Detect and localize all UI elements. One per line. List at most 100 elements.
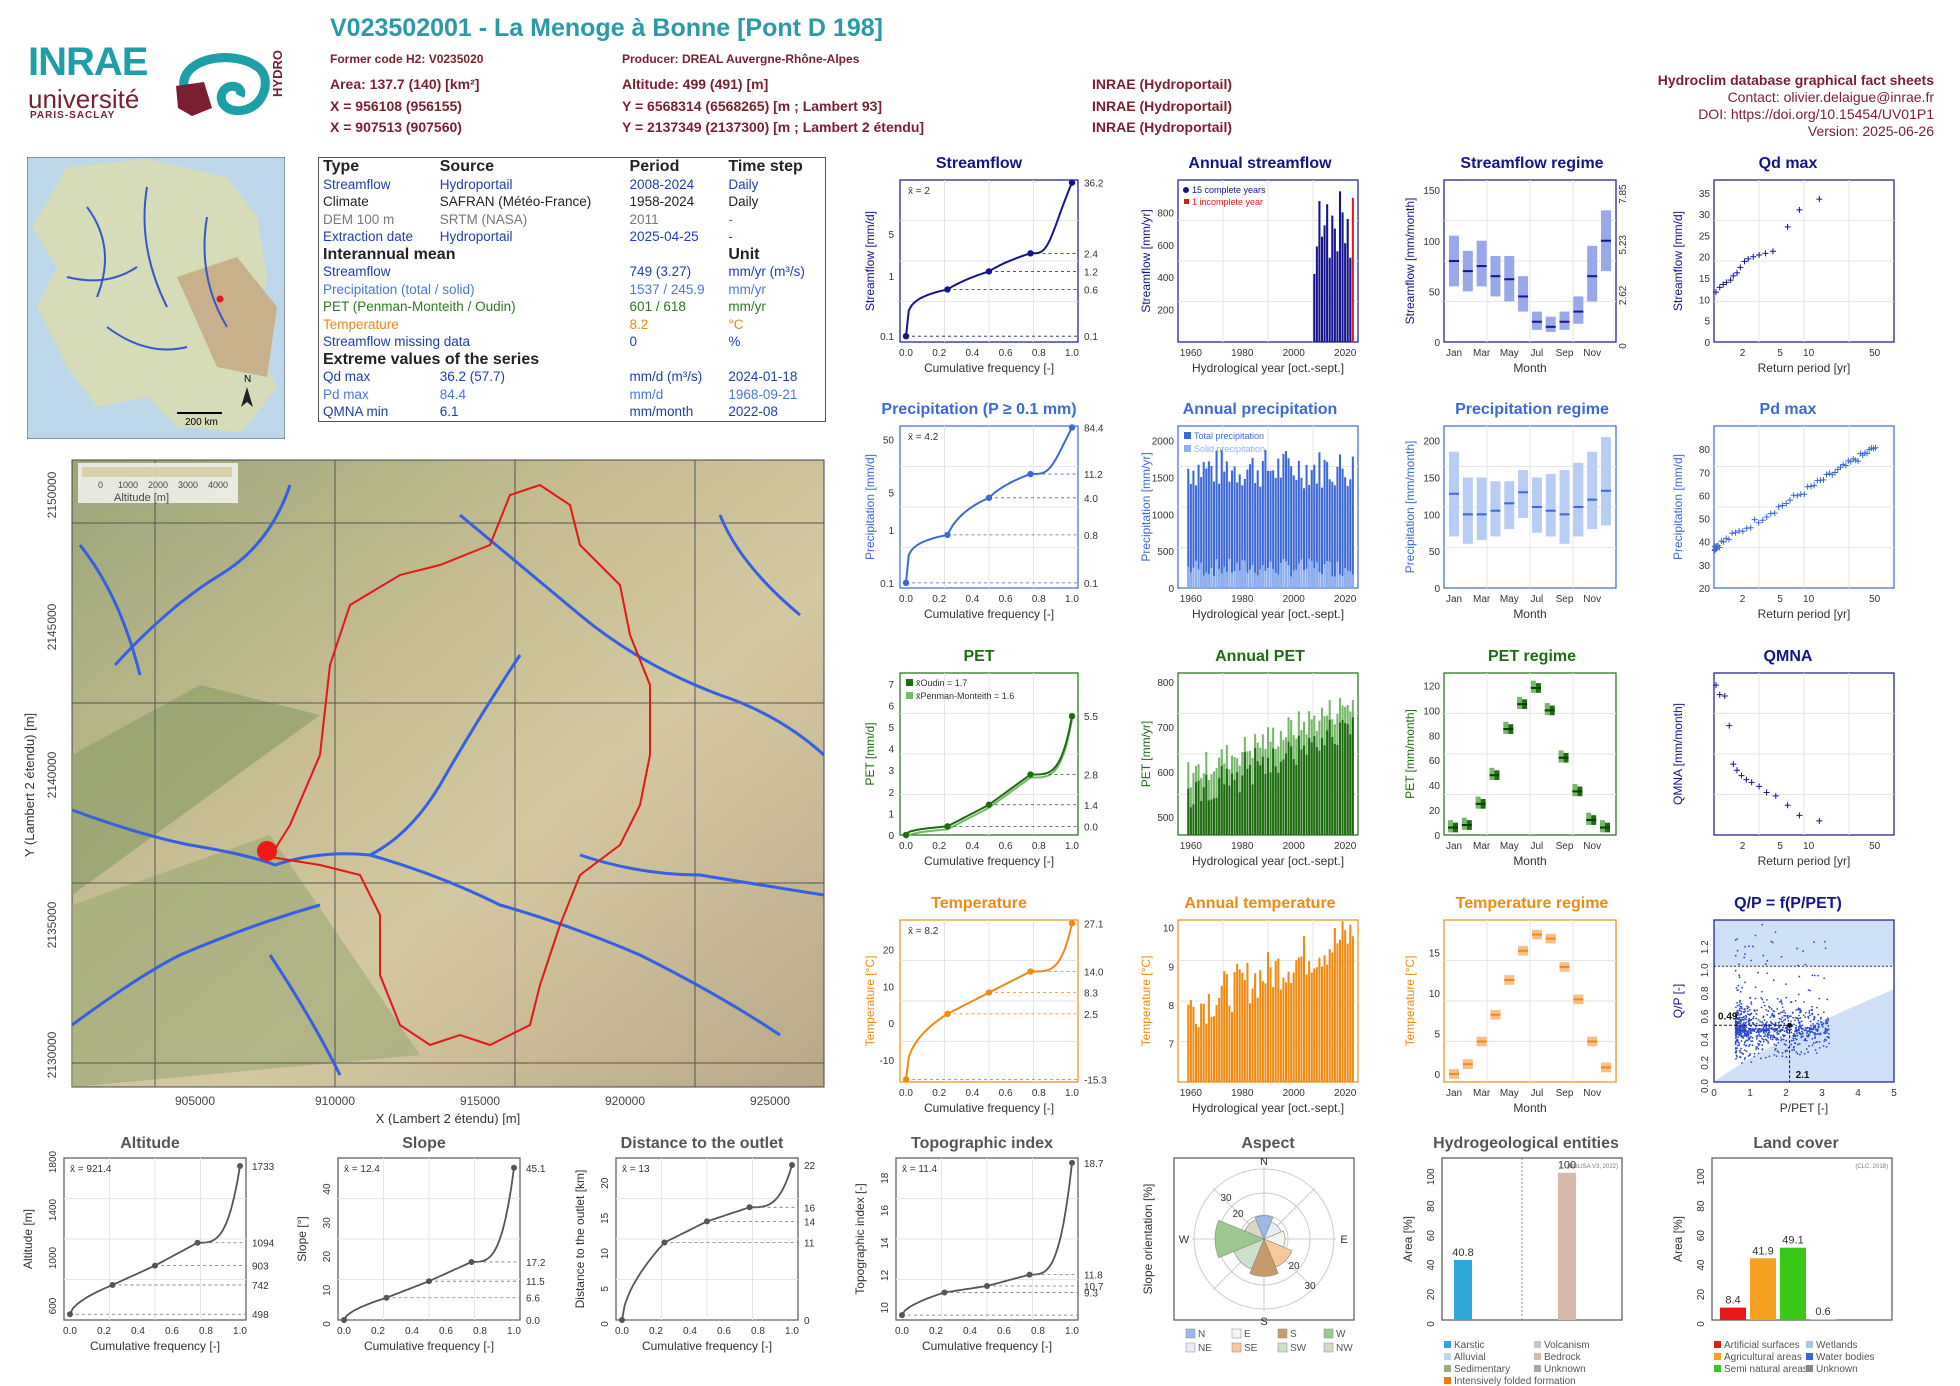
scatter-point	[1742, 1011, 1745, 1013]
legend-label: N	[1198, 1329, 1205, 1340]
bar-solid	[1266, 567, 1270, 588]
scatter-point	[1758, 1040, 1761, 1042]
scatter-point	[1730, 761, 1737, 768]
x-tick-label: 0.0	[895, 1326, 909, 1337]
scatter-point	[1753, 1009, 1756, 1012]
right-tick-label: 7.85	[1618, 184, 1629, 204]
bar-solid	[1256, 575, 1259, 588]
scatter-point	[1818, 1040, 1821, 1043]
y-tick-label: 50	[883, 436, 895, 447]
y-tick-label: 0.6	[1700, 1009, 1711, 1023]
x-axis-label: Return period [yr]	[1758, 607, 1851, 621]
box	[1601, 437, 1611, 526]
scatter-point	[1815, 1052, 1818, 1055]
legend-swatch	[1277, 1328, 1288, 1339]
scatter-point	[1741, 1024, 1744, 1027]
bar-solid	[1269, 561, 1272, 588]
legend-label: Semi natural areas	[1724, 1364, 1808, 1375]
x-tick-label: 0.6	[999, 1088, 1013, 1099]
scatter-point	[1817, 1023, 1820, 1026]
scatter-point	[1734, 1051, 1737, 1053]
x-tick-label: Mar	[1473, 1088, 1491, 1099]
y-tick-label: 20	[883, 945, 895, 956]
scatter-point	[1790, 1028, 1792, 1031]
scatter-point	[1817, 1019, 1820, 1022]
panel-title: Streamflow	[936, 155, 1023, 172]
bar	[1318, 452, 1321, 588]
bar-solid	[1295, 569, 1298, 588]
x-tick-label: Jul	[1531, 841, 1544, 852]
x-axis-label: P/PET [-]	[1780, 1101, 1828, 1115]
scatter-point	[1794, 1037, 1797, 1040]
panel-title: Qd max	[1759, 155, 1818, 172]
bar	[1220, 765, 1223, 835]
bar-solid	[1310, 560, 1313, 588]
scatter-point	[1750, 1012, 1753, 1015]
bar	[1349, 734, 1352, 835]
quantile-point	[468, 1258, 475, 1265]
y-tick-label: 60	[1699, 491, 1711, 502]
panel-title: Precipitation (P ≥ 0.1 mm)	[881, 401, 1076, 418]
bar	[1243, 478, 1246, 588]
scatter-point	[1744, 1044, 1747, 1047]
panel-title: Temperature regime	[1456, 895, 1609, 912]
bar	[1780, 1247, 1806, 1320]
scatter-point	[1805, 1011, 1807, 1014]
scatter-point	[1750, 1018, 1753, 1021]
quantile-point	[902, 332, 910, 340]
scatter-point	[1751, 1036, 1754, 1039]
scatter-point	[1736, 1010, 1739, 1012]
y-tick-label: 200	[1423, 437, 1440, 448]
y-tick-label: 50	[1429, 287, 1441, 298]
scatter-point	[1783, 1009, 1785, 1012]
bar	[1315, 483, 1318, 588]
database-info: Hydroclim database graphical fact sheets…	[1658, 72, 1934, 140]
bar	[1230, 1012, 1234, 1082]
bar	[1300, 477, 1303, 588]
x-tick-label: 0.0	[899, 348, 913, 359]
chart-topo_cdf: Topographic index 18.7 11.810.79.3 10 12 14 16…	[853, 1135, 1104, 1353]
bar	[1290, 466, 1293, 588]
x-tick-label: May	[1500, 348, 1519, 359]
scatter-point	[1758, 1035, 1761, 1038]
scatter-point	[1750, 1061, 1753, 1063]
legend-swatch	[1231, 1342, 1242, 1353]
doi[interactable]: DOI: https://doi.org/10.15454/UV01P1	[1698, 106, 1934, 122]
x-axis-label: Cumulative frequency [-]	[924, 1101, 1054, 1115]
y-axis-label: Slope orientation [%]	[1141, 1184, 1155, 1295]
db-title: Hydroclim database graphical fact sheets	[1657, 72, 1934, 88]
y-tick-label: 1800	[48, 1150, 59, 1173]
bar	[1254, 747, 1257, 835]
panel-title: Streamflow regime	[1460, 155, 1603, 172]
scatter-point	[1769, 1038, 1772, 1040]
box	[1462, 477, 1473, 544]
scatter-point	[1755, 519, 1762, 526]
scatter-point	[1749, 1052, 1752, 1055]
right-tick-label: 6.6	[526, 1294, 540, 1305]
bar	[1212, 1016, 1216, 1082]
panel-title: Pd max	[1760, 401, 1817, 418]
scatter-point	[1811, 1009, 1814, 1011]
map-xtick: 920000	[605, 1094, 645, 1108]
scatter-point	[1770, 1027, 1773, 1030]
bar	[1292, 972, 1295, 1082]
y-tick-label: 20	[600, 1177, 611, 1189]
y-tick-label: 12	[880, 1269, 891, 1281]
scatter-point	[1781, 1052, 1784, 1054]
scatter-point	[1796, 1030, 1798, 1033]
bar-solid	[1346, 570, 1349, 588]
scatter-point	[1755, 1017, 1758, 1020]
bar-solid	[1274, 572, 1277, 588]
bar-solid	[1272, 568, 1275, 588]
scatter-point	[1777, 1012, 1780, 1015]
bar-solid	[1187, 566, 1190, 588]
station-outlet-marker	[257, 841, 277, 861]
scatter-point	[1800, 1025, 1803, 1028]
y-tick-label: 0.0	[1700, 1079, 1711, 1093]
bar	[1315, 246, 1318, 342]
bar	[1313, 273, 1316, 342]
contact[interactable]: Contact: olivier.delaigue@inrae.fr	[1727, 89, 1934, 105]
scatter-point	[1734, 1043, 1737, 1045]
scatter-point	[1735, 986, 1738, 989]
bar	[1282, 453, 1285, 588]
